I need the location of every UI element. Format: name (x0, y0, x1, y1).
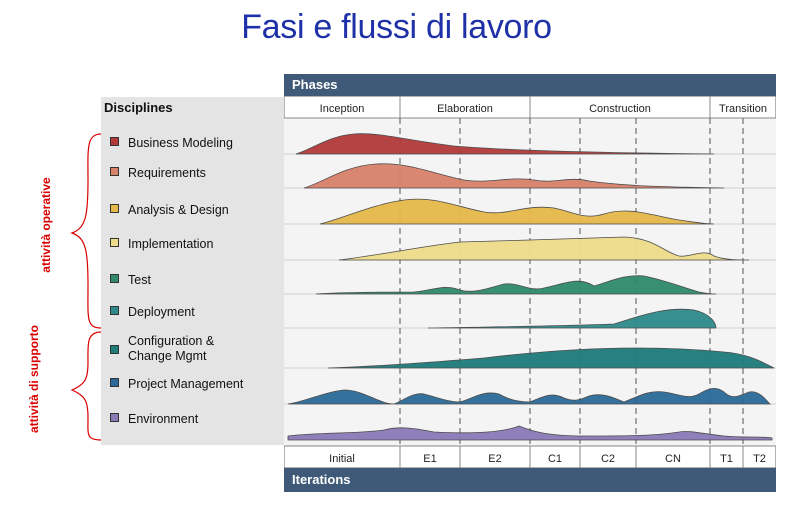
discipline-item: Deployment (110, 305, 195, 320)
discipline-marker (110, 413, 119, 422)
workflow-grid: Inception Elaboration Construction Transiti… (284, 96, 776, 468)
requirements-hump (303, 163, 725, 189)
disciplines-header: Disciplines (104, 100, 173, 115)
discipline-marker (110, 137, 119, 146)
discipline-item: Configuration & Change Mgmt (110, 334, 214, 364)
discipline-item: Analysis & Design (110, 203, 229, 218)
business-modeling-hump (295, 133, 715, 155)
discipline-label: Requirements (128, 166, 206, 181)
discipline-marker (110, 306, 119, 315)
discipline-item: Business Modeling (110, 136, 233, 151)
discipline-marker (110, 204, 119, 213)
discipline-marker (110, 378, 119, 387)
project-management-hump (287, 388, 771, 405)
discipline-label: Test (128, 273, 151, 288)
discipline-item: Environment (110, 412, 198, 427)
discipline-marker (110, 167, 119, 176)
test-hump (315, 275, 717, 295)
iteration-label: CN (665, 453, 681, 465)
discipline-item: Requirements (110, 166, 206, 181)
support-brace (70, 331, 102, 441)
environment-hump (287, 425, 773, 441)
iteration-label: C2 (601, 453, 615, 465)
discipline-label: Configuration & Change Mgmt (128, 334, 215, 363)
iterations-bar: Iterations (284, 468, 776, 492)
analysis-design-hump (319, 198, 715, 225)
config-change-hump (327, 347, 775, 369)
discipline-item: Project Management (110, 377, 243, 392)
discipline-label: Business Modeling (128, 136, 233, 151)
phases-bar: Phases (284, 74, 776, 96)
discipline-marker (110, 344, 119, 354)
iteration-label: E2 (488, 453, 501, 465)
phase-label: Construction (589, 103, 651, 115)
disciplines-panel (101, 97, 284, 445)
phases-title: Phases (292, 77, 338, 92)
phase-label: Inception (320, 103, 365, 115)
discipline-marker (110, 238, 119, 247)
iteration-label: T2 (753, 453, 766, 465)
iteration-label: T1 (720, 453, 733, 465)
discipline-label: Analysis & Design (128, 203, 229, 218)
iterations-title: Iterations (292, 472, 351, 487)
discipline-item: Implementation (110, 237, 213, 252)
discipline-item: Test (110, 273, 151, 288)
iteration-label: C1 (548, 453, 562, 465)
page-title: Fasi e flussi di lavoro (241, 8, 552, 46)
implementation-hump (338, 236, 750, 261)
iteration-label: Initial (329, 453, 355, 465)
operative-brace (70, 133, 102, 329)
phase-label: Elaboration (437, 103, 493, 115)
discipline-label: Environment (128, 412, 199, 427)
discipline-marker (110, 274, 119, 283)
discipline-label: Implementation (128, 237, 214, 252)
iteration-label: E1 (423, 453, 436, 465)
phase-label: Transition (719, 103, 767, 115)
discipline-label: Project Management (128, 377, 244, 392)
deployment-hump (427, 308, 717, 329)
discipline-label: Deployment (128, 305, 195, 320)
